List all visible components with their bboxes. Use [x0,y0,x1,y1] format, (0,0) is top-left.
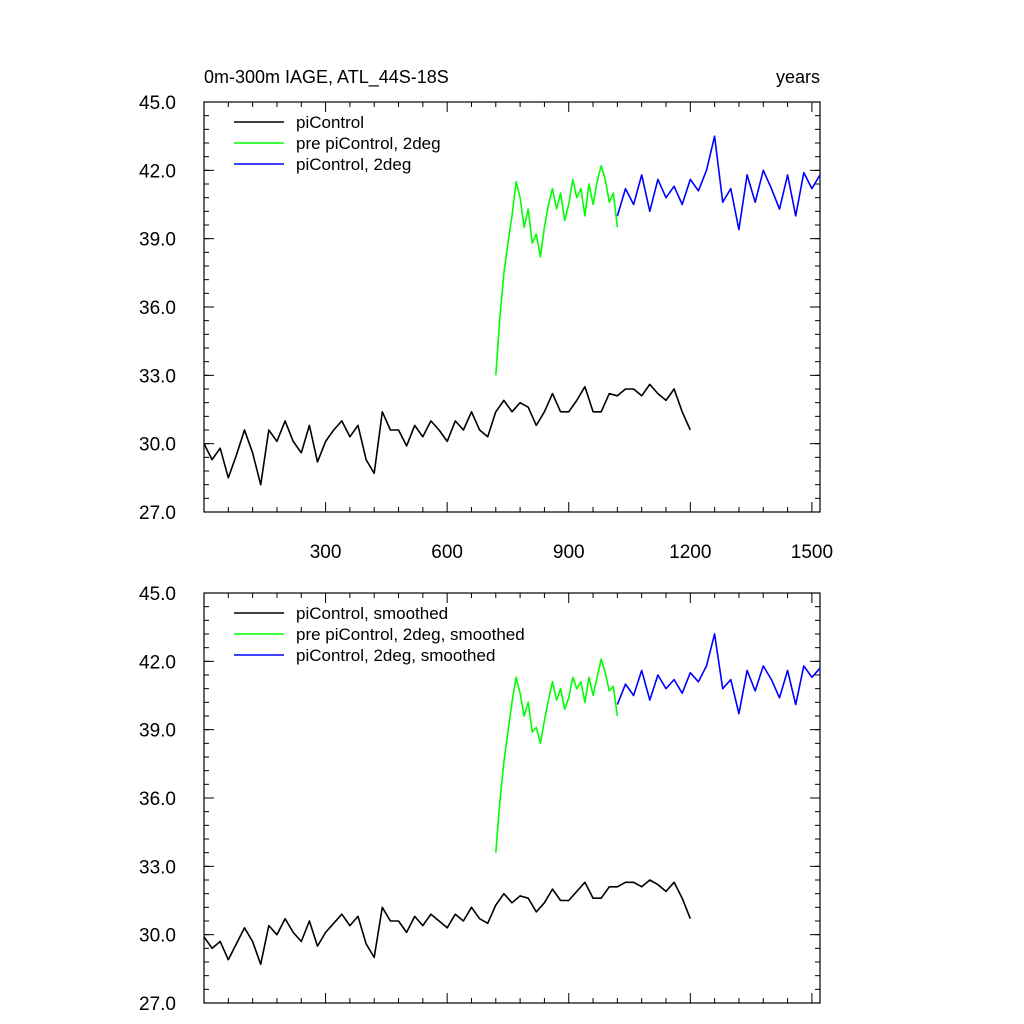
legend-label: pre piControl, 2deg [296,134,441,153]
series-line [495,165,619,376]
legend-label: piControl, smoothed [296,604,448,623]
axis-ticks [204,101,820,513]
y-tick-label: 33.0 [139,857,176,878]
panel-title: 0m-300m IAGE, ATL_44S-18S [204,67,449,88]
legend-label: piControl [296,113,364,132]
x-tick-label: 900 [553,542,585,563]
legend: piControl pre piControl, 2deg piControl, 2… [234,113,441,174]
x-tick-labels: 300 600 900 1200 1500 [310,542,833,563]
y-tick-label: 30.0 [139,435,176,456]
x-tick-label: 600 [431,542,463,563]
series-line [616,135,821,231]
x-tick-label: 1500 [791,542,833,563]
y-tick-label: 27.0 [139,503,176,524]
y-tick-label: 45.0 [139,93,176,114]
y-tick-label: 33.0 [139,366,176,387]
y-tick-labels: 27.0 30.0 33.0 36.0 39.0 42.0 45.0 [139,93,176,524]
series-lines [203,135,821,486]
series-line [495,658,619,853]
legend-label: pre piControl, 2deg, smoothed [296,625,525,644]
y-tick-labels: 27.0 30.0 33.0 36.0 39.0 42.0 45.0 [139,584,176,1015]
panel-units: years [776,67,820,87]
y-tick-label: 36.0 [139,298,176,319]
y-tick-label: 42.0 [139,161,176,182]
x-tick-label: 300 [310,542,342,563]
series-line [203,879,692,966]
y-tick-label: 39.0 [139,721,176,742]
legend: piControl, smoothed pre piControl, 2deg, … [234,604,525,665]
top-panel: 0m-300m IAGE, ATL_44S-18S years 27.0 30.0… [139,67,833,563]
y-tick-label: 27.0 [139,994,176,1015]
series-line [616,633,821,715]
x-tick-label: 1200 [669,542,711,563]
legend-label: piControl, 2deg, smoothed [296,646,495,665]
bottom-panel: 27.0 30.0 33.0 36.0 39.0 42.0 45.0 piControl, … [139,584,821,1015]
y-tick-label: 42.0 [139,652,176,673]
y-tick-label: 36.0 [139,789,176,810]
series-lines [203,633,821,966]
series-line [203,383,692,486]
y-tick-label: 39.0 [139,230,176,251]
y-tick-label: 45.0 [139,584,176,605]
legend-label: piControl, 2deg [296,155,411,174]
axis-ticks [204,592,820,1004]
y-tick-label: 30.0 [139,926,176,947]
